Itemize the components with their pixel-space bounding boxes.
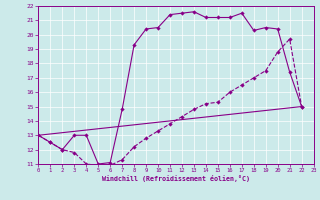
X-axis label: Windchill (Refroidissement éolien,°C): Windchill (Refroidissement éolien,°C)	[102, 175, 250, 182]
